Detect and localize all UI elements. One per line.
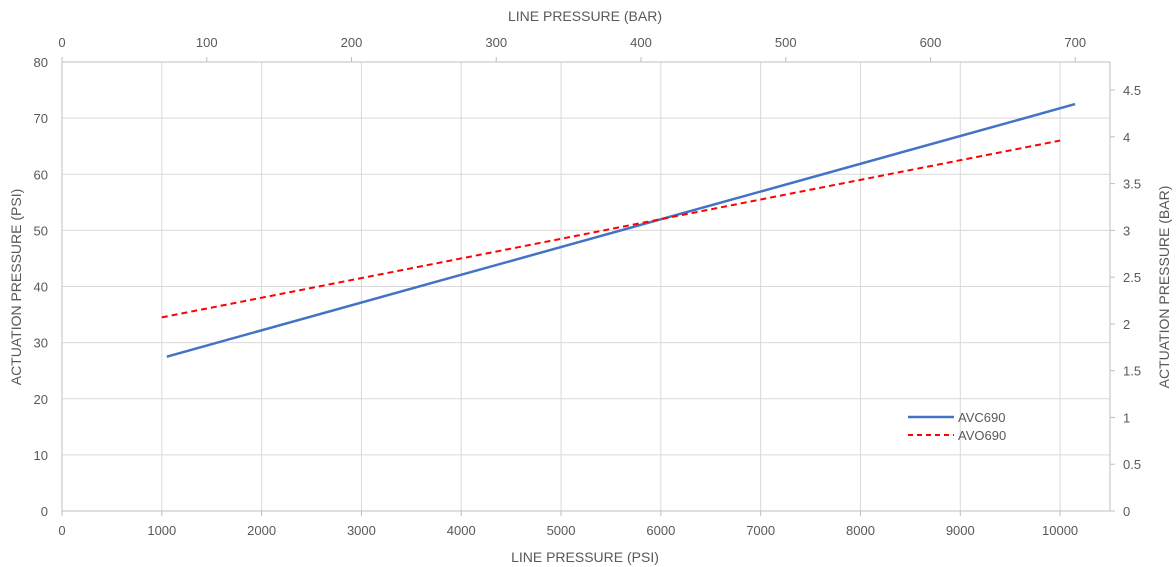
- top-tick-label: 200: [341, 35, 363, 50]
- right-tick-label: 1.5: [1123, 364, 1141, 379]
- top-tick-label: 400: [630, 35, 652, 50]
- left-tick-label: 30: [34, 336, 48, 351]
- right-tick-label: 3: [1123, 223, 1130, 238]
- right-tick-label: 1: [1123, 410, 1130, 425]
- axes: [61, 57, 1115, 516]
- right-tick-label: 0: [1123, 504, 1130, 519]
- left-axis-title: ACTUATION PRESSURE (PSI): [8, 189, 24, 386]
- series-line-avo690: [161, 139, 1061, 319]
- bottom-tick-label: 3000: [347, 523, 376, 538]
- series-line-avc690: [166, 102, 1076, 358]
- right-tick-label: 3.5: [1123, 177, 1141, 192]
- legend-label-avc690: AVC690: [958, 410, 1005, 425]
- top-tick-label: 500: [775, 35, 797, 50]
- left-tick-label: 10: [34, 448, 48, 463]
- bottom-tick-label: 7000: [746, 523, 775, 538]
- left-tick-label: 20: [34, 392, 48, 407]
- left-tick-label: 0: [41, 504, 48, 519]
- right-tick-label: 0.5: [1123, 457, 1141, 472]
- right-axis-title: ACTUATION PRESSURE (BAR): [1156, 186, 1172, 389]
- top-axis-title: LINE PRESSURE (BAR): [508, 8, 662, 24]
- right-tick-label: 4: [1123, 130, 1130, 145]
- right-tick-label: 4.5: [1123, 83, 1141, 98]
- left-tick-label: 40: [34, 280, 48, 295]
- bottom-tick-label: 8000: [846, 523, 875, 538]
- bottom-tick-label: 4000: [447, 523, 476, 538]
- left-tick-label: 50: [34, 223, 48, 238]
- right-tick-label: 2.5: [1123, 270, 1141, 285]
- top-tick-label: 300: [485, 35, 507, 50]
- series-lines: [161, 102, 1076, 358]
- left-tick-label: 60: [34, 167, 48, 182]
- top-tick-label: 100: [196, 35, 218, 50]
- tick-labels: 0 1000 2000 3000 4000 5000 6000 7000 8000 9000 100…: [34, 35, 1142, 538]
- bottom-tick-label: 1000: [147, 523, 176, 538]
- top-tick-label: 600: [920, 35, 942, 50]
- bottom-tick-label: 6000: [646, 523, 675, 538]
- left-tick-label: 80: [34, 55, 48, 70]
- bottom-tick-label: 2000: [247, 523, 276, 538]
- bottom-tick-label: 10000: [1042, 523, 1078, 538]
- bottom-axis-title: LINE PRESSURE (PSI): [511, 549, 659, 565]
- left-tick-label: 70: [34, 111, 48, 126]
- top-tick-label: 700: [1064, 35, 1086, 50]
- bottom-tick-label: 5000: [547, 523, 576, 538]
- legend-label-avo690: AVO690: [958, 428, 1006, 443]
- bottom-tick-label: 0: [58, 523, 65, 538]
- right-tick-label: 2: [1123, 317, 1130, 332]
- legend: AVC690 AVO690: [908, 410, 1006, 443]
- bottom-tick-label: 9000: [946, 523, 975, 538]
- top-tick-label: 0: [58, 35, 65, 50]
